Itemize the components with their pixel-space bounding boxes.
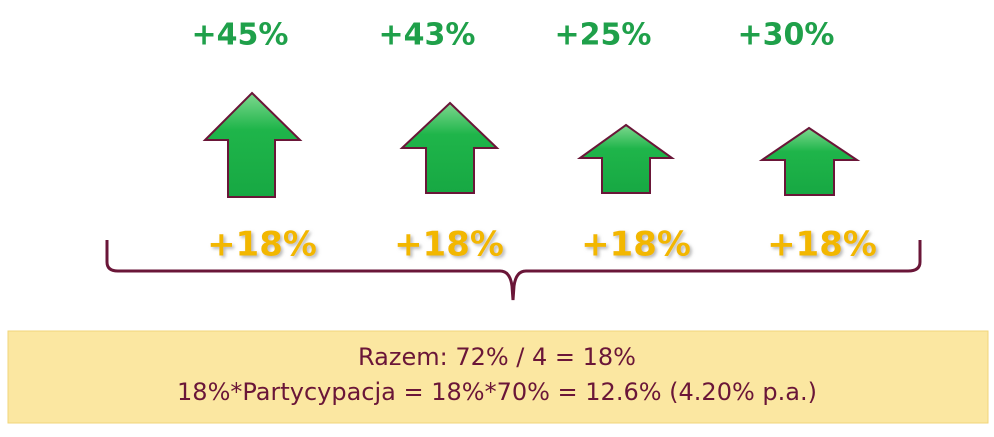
- top-label: +45%: [192, 18, 289, 53]
- summary-line: Razem: 72% / 4 = 18%: [358, 343, 636, 371]
- top-label: +25%: [555, 18, 652, 53]
- brace: [105, 240, 922, 301]
- arrow: [399, 101, 500, 194]
- top-label: +30%: [738, 18, 835, 53]
- summary-box: [7, 330, 989, 424]
- summary-line: 18%*Partycypacja = 18%*70% = 12.6% (4.20…: [177, 378, 817, 406]
- arrow: [758, 126, 861, 196]
- bottom-label: +18%: [207, 225, 317, 265]
- bottom-label: +18%: [767, 225, 877, 265]
- bottom-label: +18%: [394, 225, 504, 265]
- arrow: [576, 123, 676, 194]
- bottom-label: +18%: [581, 225, 691, 265]
- arrow: [202, 91, 303, 198]
- top-label: +43%: [379, 18, 476, 53]
